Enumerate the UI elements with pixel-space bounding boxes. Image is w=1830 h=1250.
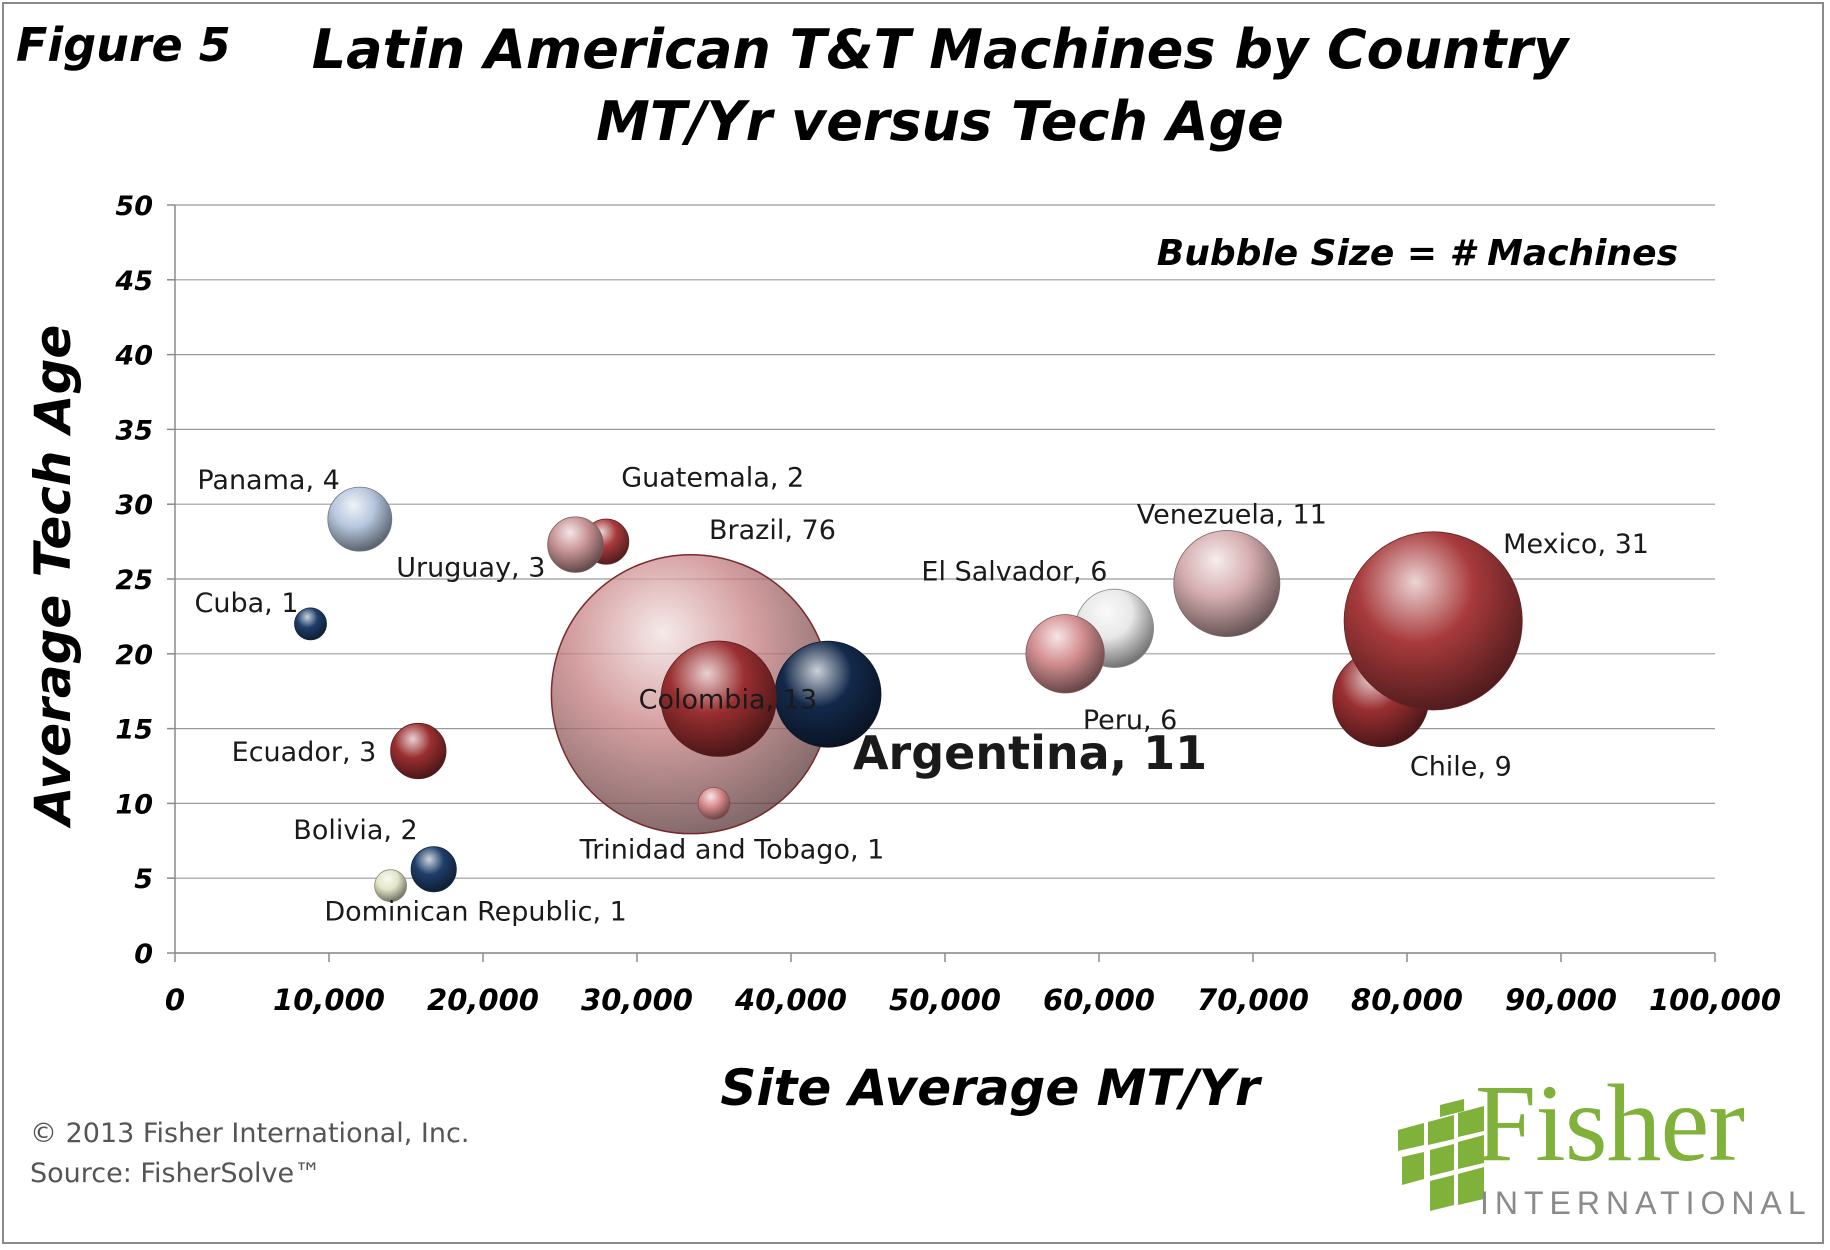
- bubble-colombia: [660, 640, 777, 757]
- x-tick-label: 70,000: [1197, 983, 1309, 1017]
- bubbles: [294, 486, 1523, 903]
- data-label-mexico: Mexico, 31: [1503, 529, 1649, 560]
- bubble-size-note: Bubble Size = # Machines: [1157, 233, 1678, 274]
- y-tick-label: 35: [115, 415, 153, 446]
- data-label-chile: Chile, 9: [1410, 752, 1512, 783]
- y-tick-label: 20: [115, 640, 153, 671]
- data-label-bolivia: Bolivia, 2: [293, 815, 417, 846]
- bubble-trinidad-and-tobago: [697, 787, 731, 820]
- source-text: Source: FisherSolve™: [30, 1158, 322, 1189]
- data-label-uruguay: Uruguay, 3: [396, 553, 545, 584]
- logo-wordmark: Fisher: [1475, 1062, 1745, 1184]
- bubble-venezuela: [1173, 530, 1281, 637]
- data-label-trinidad-and-tobago: Trinidad and Tobago, 1: [579, 834, 885, 865]
- data-label-brazil: Brazil, 76: [709, 515, 836, 546]
- y-tick-label: 10: [115, 789, 153, 820]
- y-axis-title: Average Tech Age: [24, 325, 82, 830]
- y-tick-label: 25: [115, 565, 153, 596]
- y-tick-label: 50: [115, 191, 153, 222]
- fisher-logo-mark-icon: [1398, 1099, 1484, 1211]
- x-tick-label: 90,000: [1505, 983, 1617, 1017]
- x-tick-label: 0: [165, 983, 185, 1017]
- x-tick-label: 10,000: [273, 983, 385, 1017]
- bubble-uruguay: [547, 516, 604, 573]
- x-tick-label: 80,000: [1351, 983, 1463, 1017]
- y-tick-label: 0: [134, 939, 153, 970]
- data-label-ecuador: Ecuador, 3: [232, 737, 377, 768]
- logo-subtitle: INTERNATIONAL: [1480, 1185, 1812, 1221]
- data-label-dominican-republic: Dominican Republic, 1: [324, 897, 627, 928]
- figure-label: Figure 5: [16, 18, 231, 72]
- data-label-peru: Peru, 6: [1083, 705, 1178, 736]
- x-axis-title: Site Average MT/Yr: [720, 1059, 1263, 1117]
- y-tick-label: 15: [115, 715, 153, 746]
- bubble-ecuador: [390, 722, 447, 780]
- bubble-bolivia: [410, 846, 457, 893]
- x-tick-label: 100,000: [1649, 983, 1781, 1017]
- bubble-mexico: [1343, 531, 1523, 711]
- x-tick-label: 30,000: [581, 983, 693, 1017]
- bubble-cuba: [294, 607, 327, 641]
- data-label-cuba: Cuba, 1: [195, 588, 299, 619]
- x-tick-label: 50,000: [889, 983, 1001, 1017]
- axes: 0 5 10 15 20 25 30 35 40 45 50 0 10,000 20,000 30,000 4…: [24, 191, 1781, 1117]
- data-label-venezuela: Venezuela, 11: [1137, 499, 1327, 530]
- y-tick-label: 5: [134, 864, 153, 895]
- y-tick-label: 40: [114, 341, 153, 372]
- data-label-argentina: Argentina, 11: [853, 726, 1207, 780]
- data-label-panama: Panama, 4: [197, 465, 339, 496]
- chart-title-line1: Latin American T&T Machines by Country: [311, 18, 1569, 81]
- copyright-text: © 2013 Fisher International, Inc.: [30, 1118, 470, 1149]
- y-tick-label: 30: [115, 490, 153, 521]
- x-tick-label: 40,000: [734, 983, 847, 1017]
- x-tick-label: 20,000: [427, 983, 539, 1017]
- bubble-dominican-republic: [374, 869, 408, 903]
- y-tick-label: 45: [114, 266, 153, 297]
- x-tick-label: 60,000: [1043, 983, 1155, 1017]
- bubble-peru: [1025, 614, 1105, 694]
- data-labels: Brazil, 76 Panama, 4 Guatemala, 2 Uruguay, …: [195, 463, 1649, 928]
- data-label-colombia: Colombia, 13: [639, 685, 817, 716]
- chart-title-line2: MT/Yr versus Tech Age: [596, 90, 1284, 153]
- data-label-el-salvador: El Salvador, 6: [921, 556, 1107, 587]
- bubble-panama: [327, 486, 393, 552]
- data-label-guatemala: Guatemala, 2: [621, 463, 804, 494]
